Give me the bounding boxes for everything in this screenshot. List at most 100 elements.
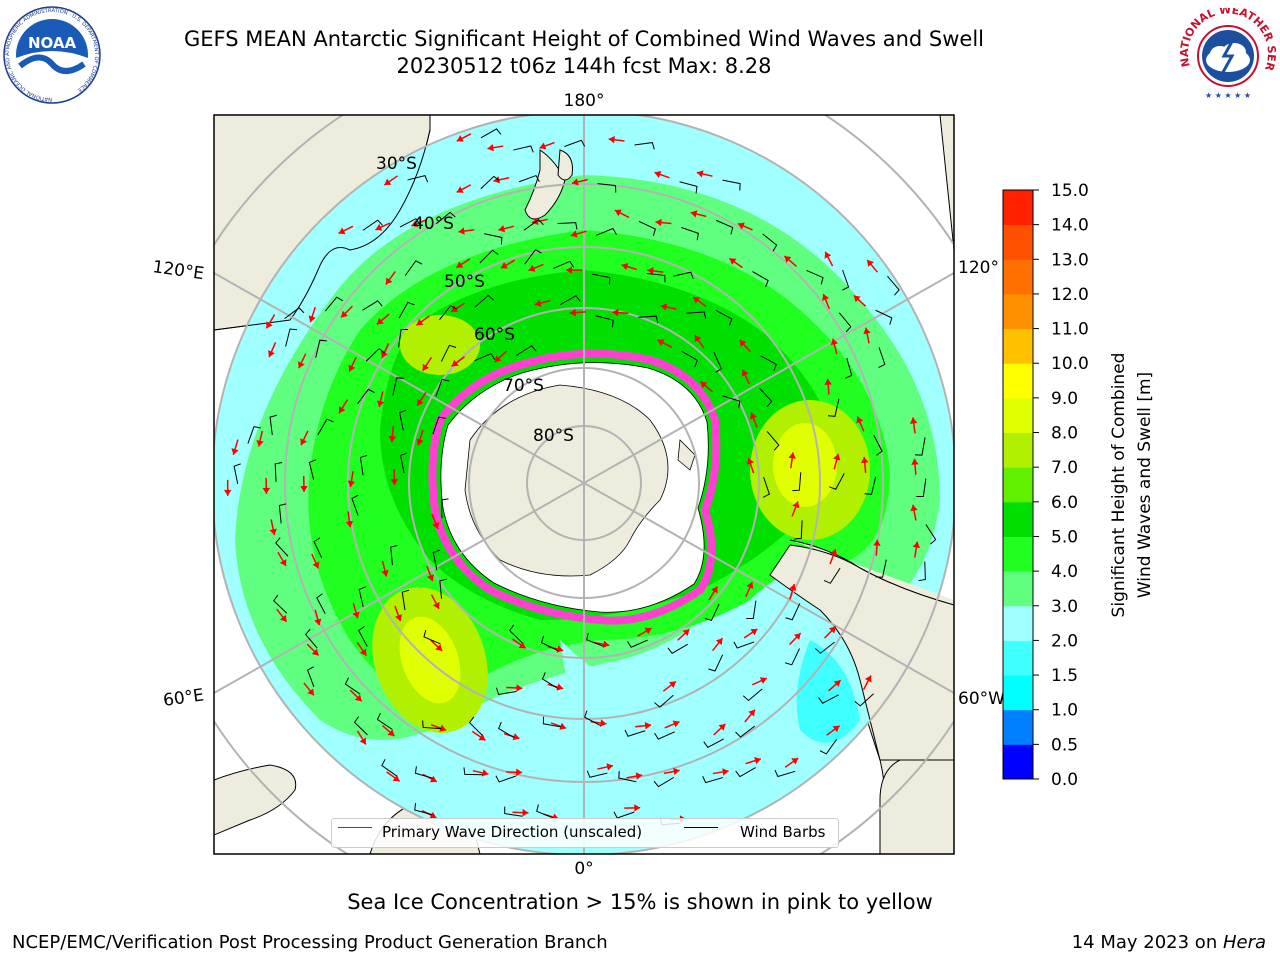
wind-barb (559, 295, 581, 305)
wind-barb (479, 249, 499, 264)
wave-arrow (824, 626, 837, 639)
wave-arrow (506, 768, 523, 777)
map-content (214, 115, 954, 854)
wind-barb (715, 309, 733, 326)
wind-barb (407, 175, 429, 183)
wind-barb (914, 437, 926, 456)
colorbar-tick-label: 0.0 (1051, 770, 1078, 790)
colorbar-tick-label: 13.0 (1051, 250, 1089, 270)
wave-arrow (626, 772, 643, 780)
wave-arrow (612, 308, 629, 317)
wind-barb (351, 494, 359, 516)
wave-arrow (512, 808, 529, 817)
colorbar-tick-label: 1.0 (1051, 701, 1078, 721)
wave-arrow (426, 565, 434, 582)
wave-arrow (300, 475, 308, 492)
wind-barb (353, 716, 368, 736)
wind-barb (463, 767, 483, 776)
wind-barb (523, 219, 544, 231)
lon-label-180: 180° (564, 91, 605, 111)
wave-arrow (708, 585, 719, 601)
wave-arrow (593, 640, 610, 648)
wind-barb (873, 435, 883, 456)
wave-arrow (314, 609, 322, 626)
wind-barb (365, 348, 385, 362)
wave-arrow (912, 541, 921, 558)
wave-arrow (712, 768, 729, 776)
wind-barb (818, 694, 839, 704)
wave-arrow (737, 222, 753, 231)
wave-arrow (911, 458, 919, 475)
wave-arrow (338, 399, 349, 414)
wave-direction-arrows (223, 133, 921, 823)
wind-barb (653, 776, 675, 788)
wind-barb (624, 729, 646, 737)
wind-barb (654, 694, 674, 708)
wind-barb (646, 272, 666, 283)
wave-arrow (566, 266, 583, 274)
wind-barb (842, 269, 850, 291)
wave-arrow (635, 721, 652, 730)
wind-barb (513, 145, 534, 153)
wind-barb (758, 387, 773, 407)
wind-barb (358, 626, 368, 647)
wind-barb (686, 311, 707, 319)
colorbar-tick-label: 8.0 (1051, 424, 1078, 444)
wave-arrow (416, 429, 424, 446)
wave-arrow (348, 356, 357, 372)
wind-barb (823, 567, 841, 584)
wind-barb (814, 641, 835, 654)
colorbar-segment (1003, 675, 1033, 711)
wave-arrow (637, 627, 652, 637)
svg-text:★ ★ ★ ★ ★: ★ ★ ★ ★ ★ (1205, 91, 1251, 100)
wave-arrow (431, 513, 440, 530)
wave-arrow (571, 178, 588, 186)
wave-arrow (663, 767, 680, 776)
wave-arrow (471, 730, 486, 741)
footer-date: 14 May 2023 on Hera (1071, 932, 1266, 953)
wind-barb (584, 710, 601, 727)
wave-arrow (655, 218, 672, 227)
wave-arrow (789, 583, 797, 600)
wave-arrow (297, 353, 307, 369)
wind-barb (435, 211, 456, 225)
wave-arrow (550, 722, 567, 730)
wind-barb (313, 537, 323, 559)
wind-barb (722, 395, 741, 409)
wind-barb (827, 398, 840, 417)
wave-arrow (422, 357, 433, 372)
wind-barb (708, 654, 724, 672)
nws-logo: NATIONAL WEATHER SERVICE ★ ★ ★ ★ ★ (1172, 0, 1280, 100)
wind-barb (285, 328, 298, 347)
wind-barb (308, 459, 317, 481)
wave-arrow (472, 769, 489, 777)
lon-label-60e: 60°E (162, 685, 205, 710)
wave-arrow (597, 763, 614, 771)
wind-barb (392, 377, 404, 396)
wave-arrow (856, 416, 865, 432)
wave-arrow (677, 628, 690, 641)
wave-arrow (690, 210, 707, 218)
wind-barb (704, 603, 720, 621)
wind-barb (498, 721, 515, 739)
lat-label-70s: 70°S (503, 376, 544, 396)
wind-barb (474, 294, 494, 308)
wind-barb (504, 806, 523, 817)
wave-arrow (458, 227, 475, 235)
wind-barb (760, 355, 777, 372)
lon-label-120e: 120°E (151, 257, 205, 284)
colorbar-tick-label: 9.0 (1051, 389, 1078, 409)
wind-barb (916, 478, 927, 497)
lat-label-60s: 60°S (474, 325, 515, 345)
colorbar-tick-label: 3.0 (1051, 597, 1078, 617)
wave-arrow (388, 426, 397, 443)
wave-arrow (712, 637, 724, 652)
noaa-logo: NOAA NATIONAL OCEANIC AND ATMOSPHERIC AD… (0, 6, 104, 104)
wind-barb (362, 219, 383, 231)
wind-barb (508, 624, 523, 644)
lon-label-120w: 120° (958, 258, 999, 278)
wave-arrow (746, 457, 755, 474)
colorbar-tick-label: 2.0 (1051, 631, 1078, 651)
colorbar-tick-label: 11.0 (1051, 320, 1089, 340)
legend-wave-label: Primary Wave Direction (unscaled) (382, 823, 643, 841)
